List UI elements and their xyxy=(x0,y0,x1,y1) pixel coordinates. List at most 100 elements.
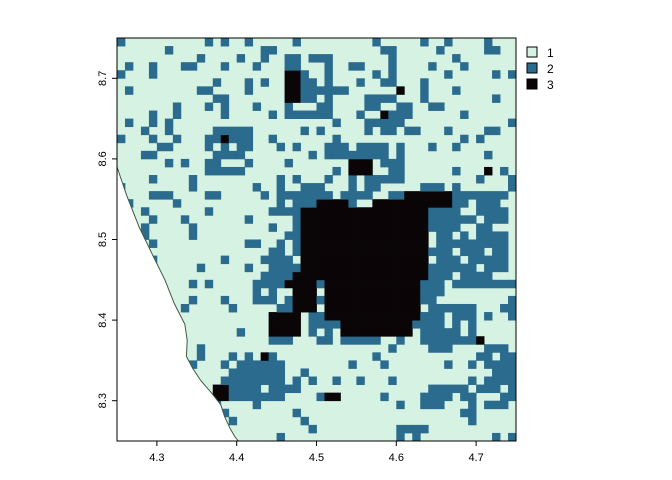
raster-cell-class-3 xyxy=(396,312,405,321)
raster-cell-class-2 xyxy=(284,231,293,240)
raster-cell-class-2 xyxy=(492,239,501,248)
raster-cell-class-2 xyxy=(468,263,477,273)
raster-cell-class-3 xyxy=(388,295,397,305)
raster-cell-class-3 xyxy=(372,207,381,216)
raster-cell-class-3 xyxy=(316,223,325,232)
raster-cell-class-2 xyxy=(492,126,501,136)
raster-cell-class-3 xyxy=(372,263,381,273)
raster-cell-class-2 xyxy=(148,215,158,224)
raster-cell-class-2 xyxy=(372,175,381,184)
raster-cell-class-2 xyxy=(356,62,365,71)
raster-cell-class-2 xyxy=(117,134,126,144)
raster-cell-class-2 xyxy=(460,134,469,144)
raster-cell-class-2 xyxy=(508,392,516,402)
raster-cell-class-3 xyxy=(284,279,293,289)
raster-cell-class-2 xyxy=(508,183,516,192)
raster-cell-class-2 xyxy=(500,215,509,224)
raster-cell-class-2 xyxy=(220,408,230,418)
raster-cell-class-2 xyxy=(436,183,445,192)
raster-cell-class-3 xyxy=(372,279,381,289)
raster-cell-class-2 xyxy=(388,78,397,87)
raster-cell-class-2 xyxy=(196,54,206,63)
raster-cell-class-2 xyxy=(444,239,453,248)
raster-cell-class-2 xyxy=(492,231,501,240)
raster-cell-class-3 xyxy=(356,255,365,265)
raster-cell-class-3 xyxy=(356,247,365,257)
raster-cell-class-2 xyxy=(500,368,509,377)
raster-cell-class-3 xyxy=(340,271,349,281)
raster-cell-class-3 xyxy=(404,287,413,297)
raster-cell-class-2 xyxy=(468,400,477,410)
raster-cell-class-3 xyxy=(412,199,421,208)
raster-cell-class-2 xyxy=(452,142,461,152)
raster-cell-class-3 xyxy=(396,320,405,329)
raster-cell-class-2 xyxy=(276,239,285,248)
raster-cell-class-2 xyxy=(164,142,174,152)
raster-cell-class-3 xyxy=(292,279,301,289)
raster-cell-class-2 xyxy=(188,279,198,289)
raster-cell-class-2 xyxy=(324,142,333,152)
raster-cell-class-3 xyxy=(356,303,365,313)
raster-cell-class-2 xyxy=(500,239,509,248)
raster-cell-class-2 xyxy=(292,207,301,216)
raster-cell-class-2 xyxy=(420,183,429,192)
raster-cell-class-3 xyxy=(420,231,429,240)
raster-cell-class-3 xyxy=(348,166,357,176)
raster-cell-class-2 xyxy=(284,271,293,281)
raster-cell-class-3 xyxy=(308,287,317,297)
raster-cell-class-2 xyxy=(484,191,493,200)
raster-cell-class-2 xyxy=(228,352,238,361)
raster-cell-class-3 xyxy=(372,199,381,208)
raster-cell-class-2 xyxy=(308,86,317,95)
raster-cell-class-2 xyxy=(252,400,262,410)
raster-cell-class-2 xyxy=(276,384,285,394)
raster-cell-class-3 xyxy=(356,223,365,232)
raster-cell-class-3 xyxy=(284,320,293,329)
raster-cell-class-2 xyxy=(412,424,421,434)
raster-cell-class-3 xyxy=(348,287,357,297)
raster-cell-class-3 xyxy=(292,78,301,87)
raster-cell-class-2 xyxy=(500,400,509,410)
raster-cell-class-2 xyxy=(236,126,246,136)
raster-cell-class-2 xyxy=(428,400,437,410)
raster-cell-class-2 xyxy=(476,134,485,144)
raster-cell-class-2 xyxy=(332,150,341,160)
raster-cell-class-2 xyxy=(212,150,222,160)
y-tick-label: 8.4 xyxy=(97,312,109,327)
raster-cell-class-3 xyxy=(308,239,317,248)
raster-cell-class-2 xyxy=(460,199,469,208)
raster-cell-class-2 xyxy=(436,336,445,345)
raster-cell-class-2 xyxy=(324,70,333,79)
raster-cell-class-2 xyxy=(292,263,301,273)
raster-cell-class-2 xyxy=(212,126,222,136)
raster-cell-class-2 xyxy=(292,247,301,257)
raster-cell-class-3 xyxy=(348,231,357,240)
raster-cell-class-2 xyxy=(228,134,238,144)
raster-cell-class-3 xyxy=(380,247,389,257)
raster-cell-class-2 xyxy=(460,231,469,240)
raster-cell-class-3 xyxy=(364,231,373,240)
raster-cell-class-2 xyxy=(476,207,485,216)
raster-cell-class-3 xyxy=(268,328,277,337)
raster-cell-class-3 xyxy=(356,158,365,168)
raster-cell-class-3 xyxy=(292,320,301,329)
raster-cell-class-3 xyxy=(420,223,429,232)
raster-cell-class-2 xyxy=(124,62,134,71)
raster-cell-class-2 xyxy=(188,295,198,305)
raster-cell-class-2 xyxy=(436,303,445,313)
raster-cell-class-3 xyxy=(284,70,293,79)
raster-cell-class-2 xyxy=(500,207,509,216)
raster-cell-class-3 xyxy=(324,215,333,224)
raster-cell-class-2 xyxy=(468,408,477,418)
raster-cell-class-2 xyxy=(428,223,437,232)
raster-cell-class-2 xyxy=(244,142,254,152)
raster-cell-class-3 xyxy=(396,303,405,313)
raster-cell-class-2 xyxy=(260,295,270,305)
raster-cell-class-2 xyxy=(508,118,516,128)
raster-cell-class-2 xyxy=(420,94,429,103)
raster-cell-class-2 xyxy=(452,191,461,200)
raster-cell-class-3 xyxy=(388,328,397,337)
raster-cell-class-2 xyxy=(260,271,270,281)
raster-cell-class-3 xyxy=(404,199,413,208)
raster-cell-class-2 xyxy=(380,150,389,160)
